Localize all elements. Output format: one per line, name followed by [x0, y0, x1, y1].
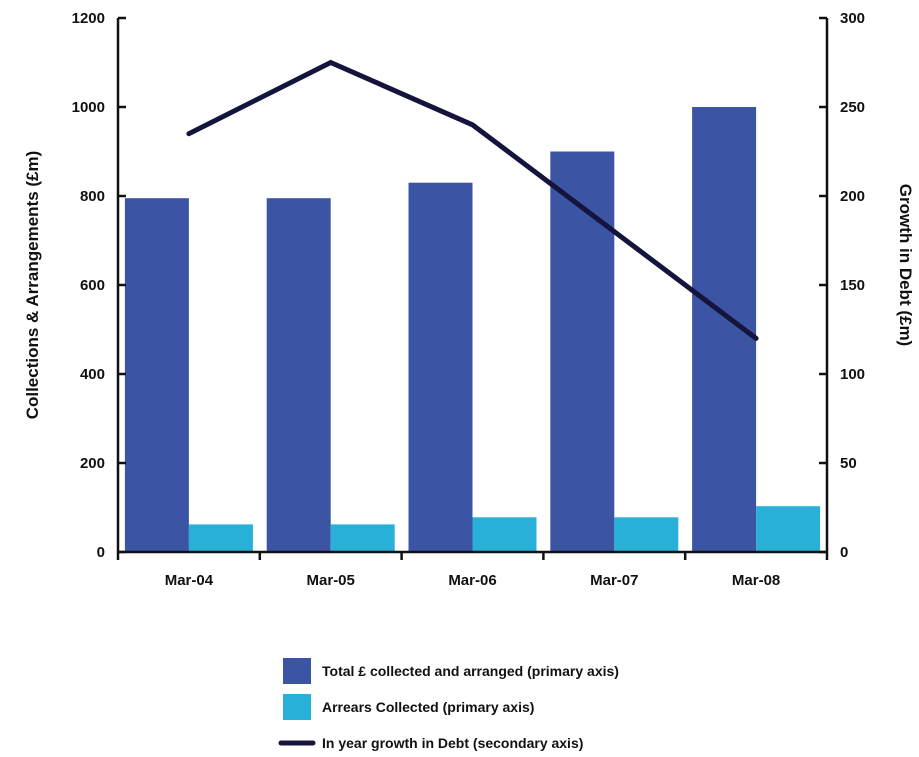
left-tick-label: 600: [80, 277, 105, 294]
bar-total-mar-06: [408, 182, 473, 552]
x-axis-ticks: Mar-04 Mar-05 Mar-06 Mar-07 Mar-08: [116, 552, 829, 589]
left-tick-label: 800: [80, 188, 105, 205]
legend-label-growth: In year growth in Debt (secondary axis): [322, 735, 583, 751]
right-tick-label: 50: [840, 455, 857, 472]
bar-arrears-mar-04: [188, 524, 253, 552]
bar-total-mar-05: [266, 198, 331, 552]
x-tick-label: Mar-05: [307, 572, 355, 589]
right-tick-label: 300: [840, 10, 865, 27]
y2-axis-title: Growth in Debt (£m): [896, 184, 915, 346]
legend-swatch-total: [283, 658, 311, 684]
left-tick-label: 200: [80, 455, 105, 472]
line-group: [186, 59, 759, 341]
bar-arrears-mar-06: [472, 517, 537, 552]
legend-label-total: Total £ collected and arranged (primary …: [322, 663, 619, 679]
right-tick-label: 150: [840, 277, 865, 294]
bar-arrears-mar-07: [614, 517, 679, 552]
x-tick-label: Mar-07: [590, 572, 638, 589]
right-tick-label: 200: [840, 188, 865, 205]
left-tick-label: 1200: [72, 10, 105, 27]
legend-swatch-arrears: [283, 694, 311, 720]
bar-total-mar-04: [124, 198, 189, 552]
bar-arrears-mar-08: [756, 506, 821, 552]
bar-group: [124, 107, 821, 552]
left-tick-label: 400: [80, 366, 105, 383]
left-tick-label: 0: [97, 544, 105, 561]
right-tick-label: 100: [840, 366, 865, 383]
x-tick-label: Mar-08: [732, 572, 780, 589]
legend-label-arrears: Arrears Collected (primary axis): [322, 699, 534, 715]
left-tick-label: 1000: [72, 99, 105, 116]
x-tick-label: Mar-06: [448, 572, 496, 589]
y-axis-title: Collections & Arrangements (£m): [23, 151, 42, 420]
growth-line: [186, 59, 759, 341]
right-tick-label: 0: [840, 544, 848, 561]
legend: Total £ collected and arranged (primary …: [278, 658, 619, 751]
bar-total-mar-07: [550, 151, 615, 552]
right-axis-ticks: 0 50 100 150 200 250 300: [819, 10, 865, 561]
left-axis-ticks: 0 200 400 600 800 1000 1200: [72, 10, 126, 561]
right-tick-label: 250: [840, 99, 865, 116]
bar-arrears-mar-05: [330, 524, 395, 552]
x-tick-label: Mar-04: [165, 572, 214, 589]
